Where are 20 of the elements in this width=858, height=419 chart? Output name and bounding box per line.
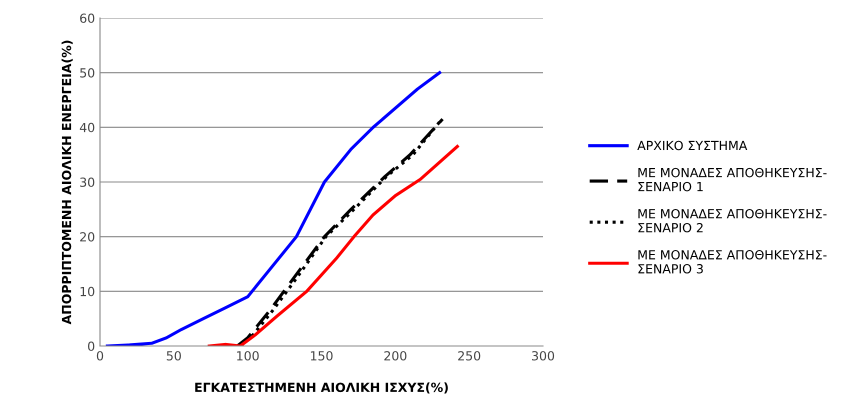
y-tick-label: 60 bbox=[80, 13, 94, 23]
legend-label: ΑΡΧΙΚΟ ΣΥΣΤΗΜΑ bbox=[637, 140, 748, 150]
y-tick-label: 10 bbox=[80, 286, 94, 296]
x-tick-label: 50 bbox=[166, 351, 181, 361]
x-tick-label: 0 bbox=[96, 351, 104, 361]
legend-label: ΜΕ ΜΟΝΑΔΕΣ ΑΠΟΘΗΚΕΥΣΗΣ- ΣΕΝΑΡΙΟ 3 bbox=[638, 250, 827, 274]
y-tick-label: 50 bbox=[80, 68, 94, 78]
x-tick-label: 100 bbox=[237, 351, 259, 361]
y-tick-label: 20 bbox=[80, 232, 94, 242]
y-tick-label: 0 bbox=[88, 341, 94, 351]
legend-label: ΜΕ ΜΟΝΑΔΕΣ ΑΠΟΘΗΚΕΥΣΗΣ- ΣΕΝΑΡΙΟ 2 bbox=[638, 208, 827, 232]
y-tick-label: 30 bbox=[80, 177, 94, 187]
y-tick-label: 40 bbox=[80, 122, 94, 132]
x-tick-label: 250 bbox=[458, 351, 480, 361]
x-tick-label: 200 bbox=[384, 351, 406, 361]
legend-label: ΜΕ ΜΟΝΑΔΕΣ ΑΠΟΘΗΚΕΥΣΗΣ- ΣΕΝΑΡΙΟ 1 bbox=[638, 168, 827, 192]
x-tick-label: 150 bbox=[310, 351, 333, 361]
x-tick-label: 300 bbox=[532, 351, 554, 361]
x-axis-title: ΕΓΚΑΤΕΣΤΗΜΕΝΗ ΑΙΟΛΙΚΗ ΙΣΧΥΣ(%) bbox=[195, 382, 448, 394]
y-axis-title: ΑΠΟΡΡΙΠΤΟΜΕΝΗ ΑΙΟΛΙΚΗ ΕΝΕΡΓΕΙΑ(%) bbox=[62, 40, 73, 324]
